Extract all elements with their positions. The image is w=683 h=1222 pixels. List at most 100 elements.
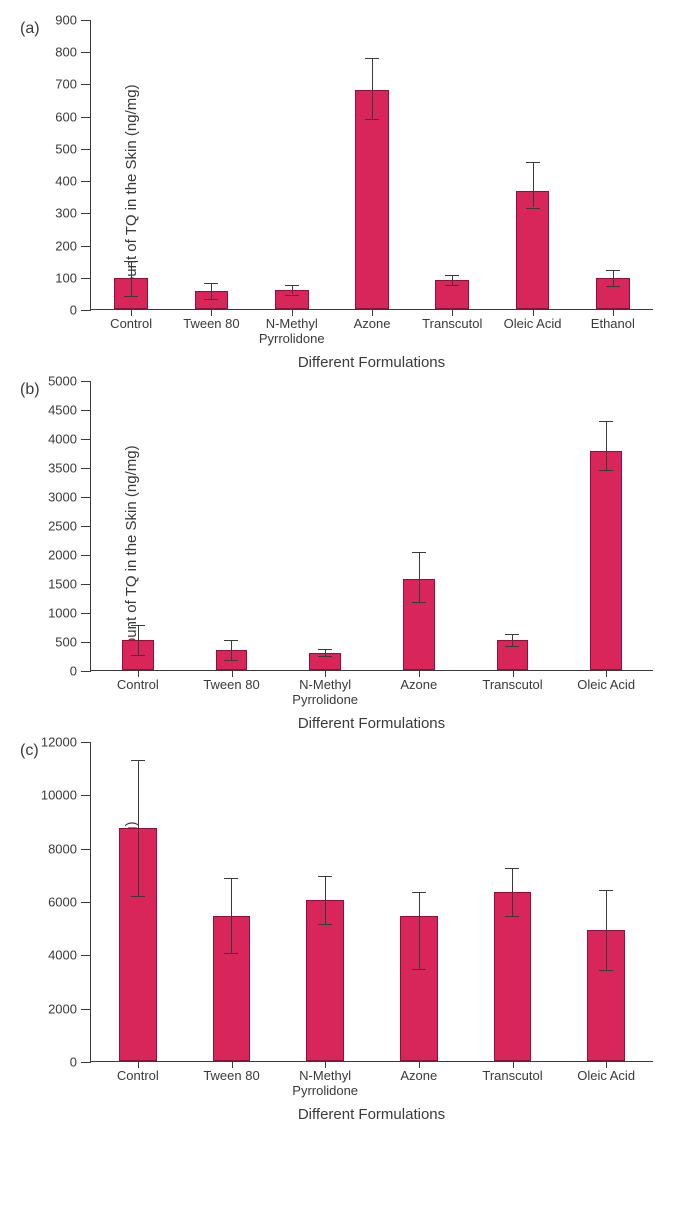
y-tick [81,310,91,311]
error-cap [412,602,426,603]
y-tick [81,149,91,150]
x-tick-label: Ethanol [591,317,635,332]
error-cap [318,649,332,650]
x-tick [513,1061,514,1068]
error-cap [526,208,540,209]
y-tick-label: 400 [55,174,77,189]
y-tick [81,52,91,53]
x-tick-label: Azone [354,317,391,332]
x-tick-label: Azone [400,678,437,693]
y-tick-label: 800 [55,45,77,60]
y-tick [81,613,91,614]
bar-slot [114,19,148,309]
y-tick-label: 2000 [48,1001,77,1016]
y-tick [81,439,91,440]
x-tick [232,1061,233,1068]
bar-slot [306,741,343,1061]
bar-slot [590,380,622,670]
error-bar [211,283,212,299]
y-tick-label: 0 [70,664,77,679]
y-tick-label: 3500 [48,461,77,476]
error-cap [606,286,620,287]
error-cap [505,916,519,917]
x-tick [292,309,293,316]
x-tick-label: Transcutol [482,678,542,693]
y-tick [81,84,91,85]
x-axis-label: Different Formulations [90,715,653,732]
error-cap [224,878,238,879]
error-cap [599,470,613,471]
error-cap [606,270,620,271]
y-tick-label: 4500 [48,403,77,418]
error-cap [224,640,238,641]
error-cap [131,655,145,656]
bar-slot [309,380,341,670]
x-tick-label: Transcutol [482,1069,542,1084]
error-bar [419,552,420,602]
error-cap [124,261,138,262]
y-tick [81,526,91,527]
bar [494,892,531,1061]
error-cap [599,890,613,891]
bar-slot [275,19,309,309]
error-cap [318,876,332,877]
error-bar [325,876,326,924]
y-tick [81,497,91,498]
error-cap [365,58,379,59]
x-tick-label: Tween 80 [183,317,239,332]
x-tick-label: Oleic Acid [577,678,635,693]
y-tick-label: 300 [55,206,77,221]
y-tick-label: 0 [70,1055,77,1070]
error-cap [285,295,299,296]
chart-wrap-c: Amount of TQ in the Skin (ng/mg)02000400… [90,742,653,1123]
error-bar [452,275,453,285]
x-tick [533,309,534,316]
error-cap [131,760,145,761]
error-cap [412,892,426,893]
y-tick [81,20,91,21]
y-tick-label: 2500 [48,519,77,534]
x-tick [452,309,453,316]
y-tick-label: 700 [55,77,77,92]
error-cap [124,296,138,297]
error-bar [606,890,607,970]
x-axis-label: Different Formulations [90,1106,653,1123]
error-bar [231,878,232,953]
y-tick [81,742,91,743]
error-cap [285,285,299,286]
y-tick-label: 900 [55,13,77,28]
x-tick [138,670,139,677]
error-cap [131,625,145,626]
x-tick [606,1061,607,1068]
y-tick [81,1009,91,1010]
x-tick-label: Tween 80 [203,1069,259,1084]
error-cap [224,953,238,954]
error-bar [512,634,513,646]
y-tick [81,181,91,182]
x-tick-label: Tween 80 [203,678,259,693]
bar-slot [497,380,529,670]
error-cap [204,299,218,300]
y-tick-label: 100 [55,270,77,285]
y-tick-label: 500 [55,141,77,156]
panel-label-c: (c) [20,742,39,760]
y-tick [81,642,91,643]
bar-slot [400,741,437,1061]
panel-label-a: (a) [20,20,40,38]
figure-page: (a)Amount of TQ in the Skin (ng/mg)01002… [0,0,683,1153]
error-bar [613,270,614,286]
panel-b: (b)Amount of TQ in the Skin (ng/mg)05001… [10,381,673,732]
error-cap [445,275,459,276]
y-tick [81,468,91,469]
y-tick-label: 4000 [48,948,77,963]
y-tick-label: 12000 [41,735,77,750]
y-tick-label: 600 [55,109,77,124]
bar [516,191,550,309]
y-tick [81,795,91,796]
y-tick [81,278,91,279]
y-tick-label: 5000 [48,374,77,389]
y-tick [81,246,91,247]
error-cap [505,868,519,869]
error-cap [526,162,540,163]
y-tick [81,584,91,585]
